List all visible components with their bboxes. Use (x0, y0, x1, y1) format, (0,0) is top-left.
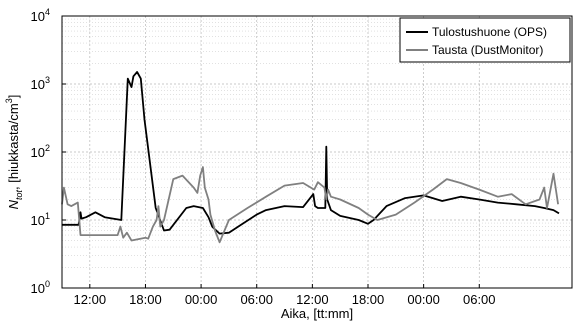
series-line-1 (61, 166, 559, 244)
legend-box (399, 17, 571, 63)
y-axis-title-end: ] (6, 95, 21, 99)
y-axis-title-main: N (6, 199, 21, 209)
x-tick-label: 00:00 (407, 292, 440, 307)
ticks: 12:00 18:00 00:00 06:00 12:00 18:00 00:00 06:00… (31, 7, 496, 307)
y-axis-title-sup: 3 (4, 98, 14, 103)
legend: Tulostushuone (OPS) Tausta (DustMonitor) (399, 17, 571, 63)
y-axis-title-sub: tot (14, 189, 24, 200)
legend-label-1: Tausta (DustMonitor) (432, 43, 543, 57)
y-tick-label: 104 (31, 7, 50, 24)
y-tick-label: 101 (31, 211, 50, 228)
x-tick-label: 18:00 (129, 292, 162, 307)
x-axis-title: Aika, [tt:mm] (281, 306, 353, 321)
y-axis-title: Ntot, [hiukkasta/cm3] (4, 95, 24, 210)
x-tick-label: 12:00 (74, 292, 107, 307)
series-line-0 (62, 71, 560, 235)
x-tick-label: 18:00 (352, 292, 385, 307)
y-tick-label: 102 (31, 143, 50, 160)
x-tick-label: 06:00 (240, 292, 273, 307)
x-tick-label: 00:00 (185, 292, 218, 307)
legend-label-0: Tulostushuone (OPS) (432, 25, 547, 39)
y-axis-title-rest: , [hiukkasta/cm (6, 103, 21, 190)
y-tick-label: 103 (31, 75, 50, 92)
series-layer (61, 71, 560, 244)
x-tick-label: 12:00 (296, 292, 329, 307)
x-tick-label: 06:00 (463, 292, 496, 307)
y-tick-label: 100 (31, 279, 50, 296)
